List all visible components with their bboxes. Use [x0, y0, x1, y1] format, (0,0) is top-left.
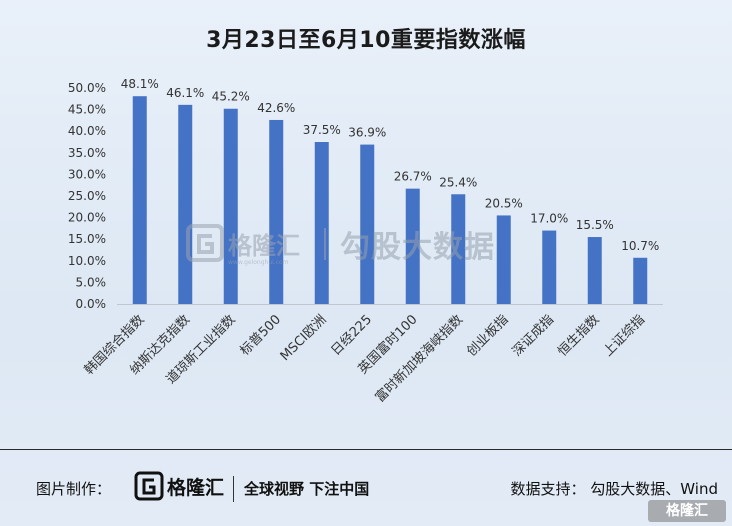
- footer-separator: [233, 476, 234, 502]
- footer-brand: 格隆汇: [167, 476, 224, 499]
- footer-logo: 格隆汇: [134, 470, 234, 504]
- chart-title: 3月23日至6月10重要指数涨幅: [206, 28, 526, 53]
- bar: [178, 104, 193, 305]
- data-label: 20.5%: [485, 196, 523, 210]
- footer-credit-label: 图片制作：: [36, 480, 112, 498]
- data-label: 10.7%: [621, 239, 659, 253]
- bar: [360, 144, 375, 304]
- corner-watermark: 格隆汇: [648, 500, 726, 522]
- y-tick-label: 50.0%: [68, 81, 106, 95]
- bar: [633, 257, 648, 304]
- category-label: 上证综指: [601, 312, 648, 359]
- category-label: MSCI欧洲: [278, 312, 330, 364]
- y-tick-label: 35.0%: [68, 146, 106, 160]
- data-label: 42.6%: [257, 101, 295, 115]
- watermark-logo: 格隆汇 www.gelonghui.com: [186, 222, 336, 266]
- data-label: 17.0%: [530, 212, 568, 226]
- category-label: 深证成指: [510, 312, 557, 359]
- data-label: 48.1%: [121, 77, 159, 91]
- y-tick-label: 0.0%: [76, 297, 107, 311]
- bar: [496, 215, 511, 304]
- y-tick-label: 20.0%: [68, 211, 106, 225]
- category-label: 创业板指: [464, 312, 511, 359]
- bar-chart: 0.0% 5.0% 10.0% 15.0% 20.0% 25.0% 30.0% 35.0% 40…: [68, 77, 663, 406]
- footer-slogan: 全球视野 下注中国: [244, 480, 370, 498]
- y-tick-label: 40.0%: [68, 124, 106, 138]
- y-tick-label: 25.0%: [68, 189, 106, 203]
- watermark-site: www.gelonghui.com: [228, 259, 289, 266]
- data-label: 46.1%: [166, 86, 204, 100]
- bar: [405, 188, 420, 304]
- bar: [542, 230, 557, 304]
- category-label: 富时新加坡海峡指数: [372, 312, 466, 406]
- bar: [314, 142, 329, 304]
- category-label: 标普500: [238, 312, 285, 359]
- bar: [269, 119, 284, 304]
- y-tick-label: 5.0%: [76, 275, 107, 289]
- y-tick-label: 10.0%: [68, 254, 106, 268]
- data-label: 45.2%: [212, 90, 250, 104]
- bar: [587, 237, 602, 304]
- watermark-brand: 格隆汇: [228, 232, 300, 260]
- footer-divider: [0, 449, 732, 450]
- data-label: 26.7%: [394, 170, 432, 184]
- data-label: 37.5%: [303, 123, 341, 137]
- data-label: 36.9%: [348, 126, 386, 140]
- bar: [223, 108, 238, 305]
- data-label: 25.4%: [439, 175, 477, 189]
- category-label: 恒生指数: [555, 312, 602, 359]
- y-tick-label: 15.0%: [68, 232, 106, 246]
- bar: [132, 96, 147, 304]
- data-label: 15.5%: [576, 218, 614, 232]
- footer-source: 数据支持： 勾股大数据、Wind: [510, 480, 718, 498]
- y-tick-label: 45.0%: [68, 103, 106, 117]
- watermark-text: 勾股大数据: [340, 230, 495, 265]
- category-label: 日经225: [329, 312, 376, 359]
- bar: [451, 194, 466, 304]
- y-tick-label: 30.0%: [68, 167, 106, 181]
